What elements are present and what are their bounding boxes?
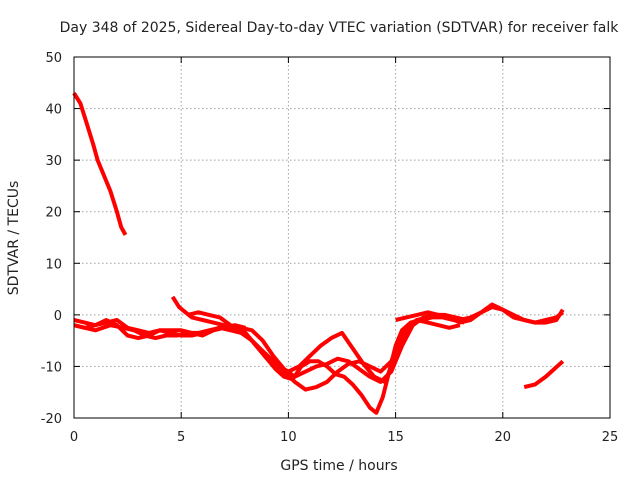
chart-title: Day 348 of 2025, Sidereal Day-to-day VTE… (60, 20, 620, 36)
series-line-8 (395, 305, 565, 325)
x-tick-label: 0 (70, 430, 78, 445)
axis-ticks (73, 56, 611, 419)
tick-labels: 0 5 10 15 20 25 -20 -10 0 10 20 30 40 50 (41, 51, 619, 445)
series-line-1 (72, 92, 128, 236)
y-axis-title: SDTVAR / TECUs (6, 181, 22, 296)
series-line-9 (523, 359, 565, 390)
y-tick-label: 40 (45, 103, 62, 118)
x-tick-label: 10 (280, 430, 297, 445)
series-group (72, 92, 565, 415)
y-tick-label: -10 (41, 360, 62, 375)
y-tick-label: 20 (45, 206, 62, 221)
y-tick-label: 10 (45, 257, 62, 272)
plot-frame (73, 56, 611, 419)
y-tick-label: 0 (54, 309, 62, 324)
grid-lines (74, 57, 610, 418)
y-tick-label: -20 (41, 412, 62, 427)
x-tick-label: 15 (387, 430, 404, 445)
y-tick-label: 30 (45, 154, 62, 169)
x-axis-title: GPS time / hours (280, 458, 397, 474)
y-tick-label: 50 (45, 51, 62, 66)
x-tick-label: 25 (602, 430, 619, 445)
x-tick-label: 20 (495, 430, 512, 445)
x-tick-label: 5 (177, 430, 185, 445)
series-line-5 (170, 295, 465, 415)
